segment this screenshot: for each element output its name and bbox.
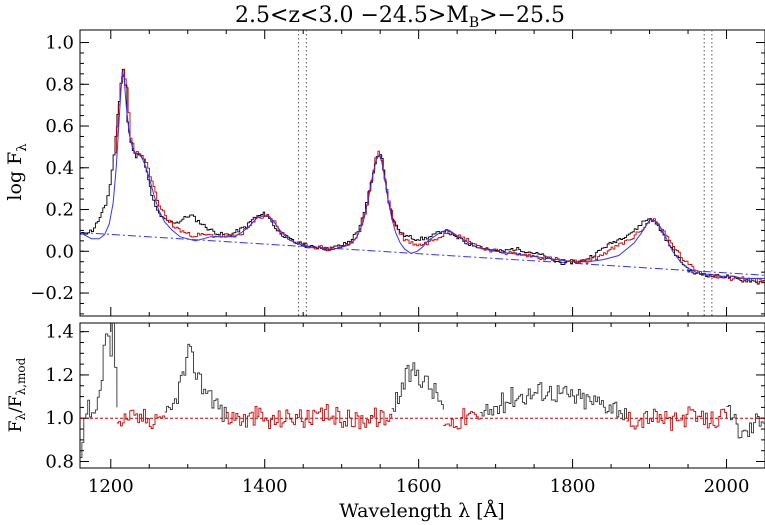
bottom-panel: 0.8 1.0 1.2 1.4 1200 1400 1600 1800 2000 Fλ/Fλ,…: [6, 322, 765, 522]
x-axis-label: Wavelength λ [Å]: [339, 500, 504, 522]
bottom-y-axis: 0.8 1.0 1.2 1.4: [45, 322, 765, 473]
x-axis: 1200 1400 1600 1800 2000: [88, 323, 765, 497]
chart-title: 2.5<z<3.0 −24.5>MB>−25.5: [235, 3, 565, 31]
ratio-fit-segment: [443, 408, 481, 430]
bottom-y-tick-label: 1.0: [45, 408, 74, 429]
bottom-y-tick-label: 1.2: [45, 365, 74, 386]
x-tick-label: 1400: [242, 476, 288, 497]
top-y-tick-label: 1.0: [45, 33, 74, 54]
top-y-tick-label: 0.6: [45, 116, 74, 137]
top-panel-frame: [79, 29, 765, 317]
x-tick-label: 1800: [550, 476, 596, 497]
fit-region-spectrum: [114, 69, 765, 284]
ratio-unfit-segment: [726, 405, 765, 439]
ratio-fit-segment: [626, 406, 727, 431]
top-y-axis: −0.2 0.0 0.2 0.4 0.6 0.8 1.0: [30, 30, 765, 316]
x-tick-label: 1600: [396, 476, 442, 497]
x-tick-label: 2000: [704, 476, 750, 497]
ratio-fit-segment: [226, 403, 393, 430]
top-marker-lines: [298, 30, 713, 316]
data-spectrum: [80, 68, 765, 285]
top-y-tick-label: 0.2: [45, 200, 74, 221]
top-y-tick-label: 0.8: [45, 74, 74, 95]
top-ylabel: log Fλ: [4, 143, 30, 200]
top-y-tick-label: 0.4: [45, 158, 74, 179]
bottom-y-tick-label: 1.4: [45, 322, 74, 343]
continuum-line: [79, 232, 765, 276]
ratio-unfit-segment: [480, 382, 627, 421]
top-series: [79, 68, 765, 285]
bottom-series: [80, 323, 765, 458]
ratio-fit-segment: [116, 408, 166, 429]
ratio-unfit-segment: [80, 323, 118, 458]
ratio-unfit-segment: [391, 362, 444, 412]
top-y-tick-label: −0.2: [30, 283, 74, 304]
model-curve: [79, 71, 765, 279]
bottom-clipped-series: [80, 323, 765, 458]
top-panel: −0.2 0.0 0.2 0.4 0.6 0.8 1.0 log Fλ: [4, 29, 765, 317]
bottom-panel-frame: [79, 322, 765, 469]
top-y-tick-label: 0.0: [45, 241, 74, 262]
x-tick-label: 1200: [88, 476, 134, 497]
bottom-ylabel: Fλ/Fλ,mod: [6, 357, 28, 432]
ratio-unfit-segment: [164, 343, 227, 422]
bottom-y-tick-label: 0.8: [45, 452, 74, 473]
